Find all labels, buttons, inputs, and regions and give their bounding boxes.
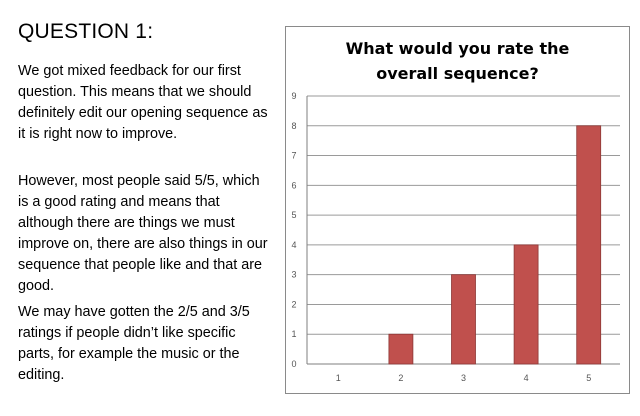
x-tick-label: 5 xyxy=(586,373,591,383)
y-tick-label: 9 xyxy=(291,91,296,101)
bar xyxy=(451,274,476,365)
x-tick-label: 1 xyxy=(336,373,341,383)
bar xyxy=(576,125,602,365)
y-tick-label: 4 xyxy=(291,240,296,250)
y-tick-label: 6 xyxy=(291,180,296,190)
x-tick-label: 2 xyxy=(398,373,403,383)
rating-chart: What would you rate the overall sequence… xyxy=(285,26,630,394)
chart-title: What would you rate the overall sequence… xyxy=(345,39,570,83)
chart-plot: 0 1 2 3 4 5 6 7 8 9 1 2 3 4 5 xyxy=(291,91,620,383)
bar xyxy=(513,244,539,365)
x-tick-label: 3 xyxy=(461,373,466,383)
paragraph-3: We may have gotten the 2/5 and 3/5 ratin… xyxy=(18,304,250,383)
bar xyxy=(388,333,414,365)
y-tick-label: 7 xyxy=(291,151,296,161)
paragraph-2: However, most people said 5/5, which is … xyxy=(18,173,268,294)
y-tick-label: 1 xyxy=(291,329,296,339)
y-tick-label: 5 xyxy=(291,210,296,220)
paragraph-1: We got mixed feedback for our first ques… xyxy=(18,63,268,142)
y-tick-label: 0 xyxy=(291,359,296,369)
y-tick-label: 2 xyxy=(291,299,296,309)
question-heading: QUESTION 1: xyxy=(18,20,154,43)
y-tick-label: 8 xyxy=(291,121,296,131)
y-tick-label: 3 xyxy=(291,270,296,280)
x-tick-label: 4 xyxy=(524,373,529,383)
